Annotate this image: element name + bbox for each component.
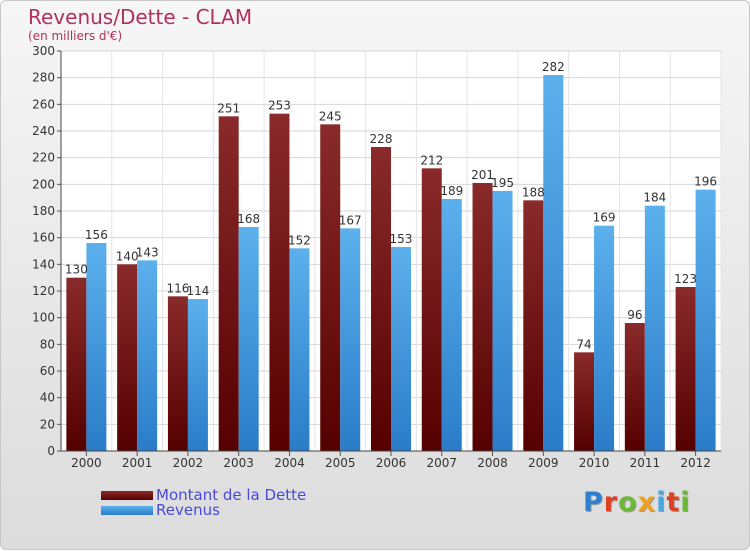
- y-tick-label: 260: [32, 97, 55, 111]
- bar-dette: [421, 168, 442, 452]
- y-tick-label: 80: [40, 337, 55, 351]
- proxiti-logo: Proxiti: [583, 487, 691, 518]
- x-tick-label: 2007: [426, 456, 457, 470]
- bar-dette: [269, 113, 290, 452]
- y-tick-label: 20: [40, 417, 55, 431]
- bar-revenus: [137, 260, 158, 451]
- data-label: 130: [65, 263, 88, 277]
- x-tick-label: 2001: [122, 456, 153, 470]
- data-label: 152: [288, 233, 311, 247]
- data-label: 167: [339, 213, 362, 227]
- bar-dette: [167, 296, 188, 451]
- x-tick-label: 2003: [223, 456, 254, 470]
- bar-revenus: [441, 199, 462, 451]
- bar-dette: [117, 264, 138, 451]
- data-label: 196: [694, 175, 717, 189]
- data-label: 153: [390, 232, 413, 246]
- y-tick-label: 300: [32, 44, 55, 58]
- chart-subtitle: (en milliers d'€): [28, 29, 123, 43]
- y-tick-label: 40: [40, 391, 55, 405]
- data-label: 212: [420, 153, 443, 167]
- x-tick-label: 2005: [325, 456, 356, 470]
- data-label: 184: [643, 191, 666, 205]
- data-label: 253: [268, 99, 291, 113]
- bar-dette: [66, 277, 87, 451]
- bar-revenus: [594, 225, 615, 451]
- x-tick-label: 2006: [376, 456, 407, 470]
- data-label: 169: [593, 211, 616, 225]
- bar-revenus: [644, 205, 665, 451]
- bar-dette: [624, 323, 645, 451]
- data-label: 189: [440, 184, 463, 198]
- logo-letter: r: [603, 487, 619, 518]
- legend-label-revenus: Revenus: [156, 501, 220, 519]
- bar-revenus: [86, 243, 107, 451]
- data-label: 116: [166, 281, 189, 295]
- logo-letter: o: [618, 487, 638, 518]
- legend-label-debt: Montant de la Dette: [156, 486, 307, 504]
- data-label: 143: [136, 245, 159, 259]
- x-tick-label: 2011: [630, 456, 661, 470]
- logo-letter: i: [680, 487, 691, 518]
- y-tick-label: 60: [40, 364, 55, 378]
- data-label: 251: [217, 101, 240, 115]
- bar-dette: [472, 183, 493, 451]
- x-tick-label: 2008: [477, 456, 508, 470]
- data-label: 282: [542, 60, 565, 74]
- data-label: 114: [186, 284, 209, 298]
- y-tick-label: 140: [32, 257, 55, 271]
- logo-letter: x: [637, 487, 657, 518]
- x-tick-label: 2009: [528, 456, 559, 470]
- y-tick-label: 180: [32, 204, 55, 218]
- data-label: 96: [627, 308, 642, 322]
- bar-revenus: [543, 75, 564, 451]
- bar-dette: [371, 147, 391, 451]
- y-tick-label: 240: [32, 124, 55, 138]
- bar-dette: [675, 287, 696, 451]
- bar-dette: [218, 116, 239, 451]
- y-tick-label: 160: [32, 231, 55, 245]
- y-tick-label: 100: [32, 311, 55, 325]
- y-tick-label: 220: [32, 151, 55, 165]
- x-tick-label: 2000: [71, 456, 102, 470]
- data-label: 123: [674, 272, 697, 286]
- bar-revenus: [340, 228, 361, 451]
- bar-dette: [574, 352, 595, 451]
- y-tick-label: 0: [47, 444, 55, 458]
- legend-swatch-revenus: [101, 506, 153, 515]
- x-tick-label: 2010: [579, 456, 610, 470]
- x-tick-label: 2002: [173, 456, 204, 470]
- bar-revenus: [492, 191, 513, 451]
- y-tick-label: 200: [32, 177, 55, 191]
- bar-dette: [523, 200, 544, 451]
- y-tick-label: 280: [32, 71, 55, 85]
- data-label: 140: [116, 249, 139, 263]
- bar-revenus: [695, 189, 716, 451]
- legend-swatch-debt: [101, 491, 153, 500]
- chart-title: Revenus/Dette - CLAM: [28, 5, 253, 29]
- bar-revenus: [391, 247, 411, 451]
- logo-letter: P: [583, 487, 604, 518]
- data-label: 201: [471, 168, 494, 182]
- bar-revenus: [238, 227, 259, 451]
- data-label: 195: [491, 176, 514, 190]
- bar-revenus: [289, 248, 310, 451]
- data-label: 188: [522, 185, 545, 199]
- bar-revenus: [187, 299, 208, 451]
- data-label: 245: [319, 109, 342, 123]
- logo-letter: t: [666, 487, 681, 518]
- bar-dette: [320, 124, 341, 451]
- data-label: 156: [85, 228, 108, 242]
- data-label: 168: [237, 212, 260, 226]
- data-label: 228: [370, 132, 393, 146]
- logo-letter: i: [656, 487, 667, 518]
- y-tick-label: 120: [32, 284, 55, 298]
- x-tick-label: 2004: [274, 456, 305, 470]
- data-label: 74: [576, 337, 591, 351]
- x-tick-label: 2012: [680, 456, 711, 470]
